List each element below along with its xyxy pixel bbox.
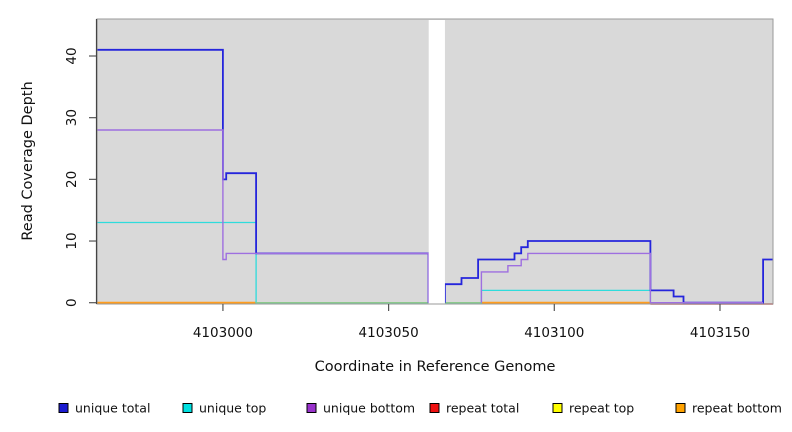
legend-swatch: [675, 403, 686, 413]
legend-item-repeat-bottom: repeat bottom: [675, 401, 782, 416]
legend-label: repeat top: [569, 401, 634, 416]
axes: 4103000 4103050 4103100 4103150 0 10 20 30 40: [64, 47, 750, 341]
y-tick-label: 10: [64, 232, 80, 249]
series-segment: [443, 240, 773, 304]
coverage-gap-band: [428, 20, 445, 309]
legend-label: repeat bottom: [692, 401, 782, 416]
x-tick-label: 4103100: [524, 325, 584, 341]
legend-item-unique-bottom: unique bottom: [306, 401, 415, 416]
no-data-gap: [428, 20, 445, 309]
legend-label: unique top: [199, 401, 266, 416]
y-tick-label: 30: [64, 109, 80, 126]
legend-label: unique bottom: [323, 401, 415, 416]
series-segment: [97, 129, 430, 303]
legend-swatch: [429, 403, 440, 413]
x-tick-label: 4103000: [193, 325, 253, 341]
legend-label: repeat total: [446, 401, 519, 416]
series-unique-bottom: [97, 129, 764, 304]
x-axis-title: Coordinate in Reference Genome: [315, 359, 556, 375]
y-tick-label: 40: [64, 47, 80, 64]
legend-label: unique total: [75, 401, 150, 416]
legend-item-unique-total: unique total: [58, 401, 150, 416]
x-tick-label: 4103150: [690, 325, 750, 341]
legend-item-unique-top: unique top: [182, 401, 266, 416]
legend-item-repeat-total: repeat total: [429, 401, 519, 416]
legend-swatch: [182, 403, 193, 413]
x-tick-label: 4103050: [359, 325, 419, 341]
y-axis-title: Read Coverage Depth: [20, 81, 36, 240]
legend-item-repeat-top: repeat top: [552, 401, 634, 416]
y-tick-label: 0: [64, 298, 80, 307]
legend: unique total unique top unique bottom repea…: [58, 401, 782, 416]
y-tick-label: 20: [64, 171, 80, 188]
legend-swatch: [306, 403, 317, 413]
series-lines: [97, 48, 773, 305]
plot-frame: [95, 18, 774, 305]
legend-swatch: [552, 403, 563, 413]
series-segment: [480, 252, 764, 304]
legend-swatch: [58, 403, 69, 413]
